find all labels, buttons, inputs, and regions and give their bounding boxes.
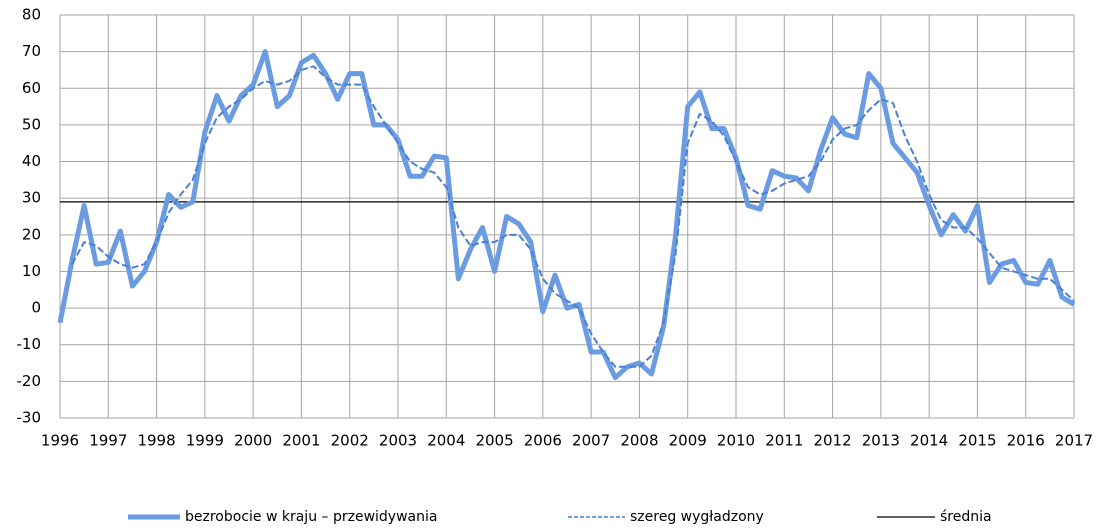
x-tick-label: 2004 <box>427 432 465 450</box>
x-tick-label: 2007 <box>572 432 610 450</box>
y-tick-label: -30 <box>17 409 42 427</box>
x-tick-label: 2013 <box>862 432 900 450</box>
x-tick-label: 2012 <box>813 432 851 450</box>
x-tick-label: 2010 <box>717 432 755 450</box>
y-tick-label: 60 <box>22 79 41 97</box>
x-tick-label: 2000 <box>234 432 272 450</box>
x-tick-label: 2006 <box>524 432 562 450</box>
legend-label: średnia <box>940 509 992 525</box>
x-tick-label: 2001 <box>282 432 320 450</box>
legend-label: bezrobocie w kraju – przewidywania <box>185 509 437 525</box>
x-tick-label: 2015 <box>958 432 996 450</box>
x-tick-label: 1997 <box>89 432 127 450</box>
x-tick-label: 2005 <box>475 432 513 450</box>
x-tick-label: 2002 <box>331 432 369 450</box>
x-tick-label: 2014 <box>910 432 948 450</box>
y-tick-label: 50 <box>22 115 41 133</box>
x-tick-label: 2016 <box>1007 432 1045 450</box>
series-line <box>57 49 1076 381</box>
y-tick-label: 0 <box>31 299 41 317</box>
y-tick-label: 30 <box>22 189 41 207</box>
x-tick-label: 1996 <box>41 432 79 450</box>
y-tick-label: 80 <box>22 6 41 24</box>
y-tick-label: 20 <box>22 225 41 243</box>
y-tick-label: 10 <box>22 262 41 280</box>
series-line <box>71 65 1075 368</box>
y-tick-label: -20 <box>17 372 42 390</box>
y-tick-label: 40 <box>22 152 41 170</box>
x-tick-label: 1998 <box>137 432 175 450</box>
x-tick-label: 2017 <box>1055 432 1093 450</box>
y-tick-label: 70 <box>22 42 41 60</box>
x-tick-label: 2009 <box>669 432 707 450</box>
x-tick-label: 2008 <box>620 432 658 450</box>
y-tick-label: -10 <box>17 335 42 353</box>
legend-label: szereg wygładzony <box>630 509 764 525</box>
x-tick-label: 2011 <box>765 432 803 450</box>
x-tick-label: 1999 <box>186 432 224 450</box>
x-tick-label: 2003 <box>379 432 417 450</box>
